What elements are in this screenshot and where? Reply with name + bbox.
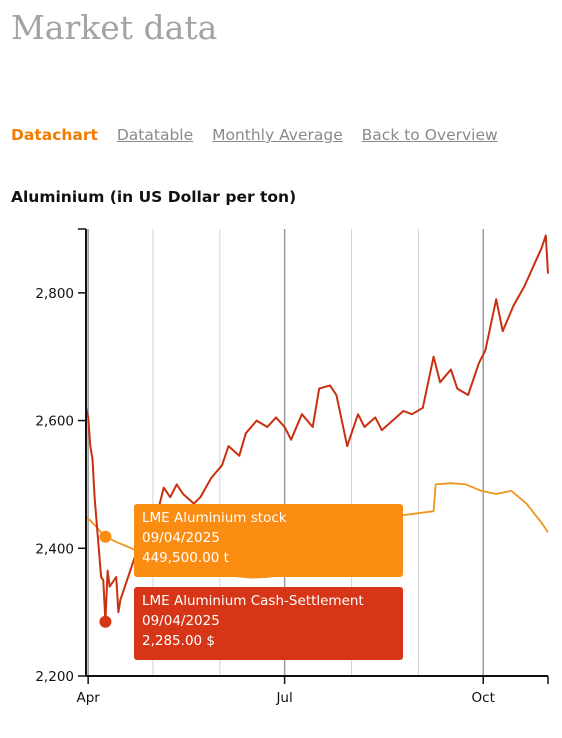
- tooltip-stock-date: 09/04/2025: [142, 530, 220, 546]
- tooltip-cash-value: 2,285.00 $: [142, 633, 215, 649]
- tooltip-stock-series: LME Aluminium stock: [142, 510, 287, 526]
- y-tick-label-2: 2,600: [35, 414, 74, 430]
- chart-title: Aluminium (in US Dollar per ton): [11, 188, 297, 206]
- page-title: Market data: [11, 8, 218, 47]
- x-tick-label-1: Jul: [275, 690, 292, 706]
- tooltip-cash-series: LME Aluminium Cash-Settlement: [142, 593, 364, 609]
- y-tick-label-3: 2,800: [35, 286, 74, 302]
- y-tick-label-0: 2,200: [35, 669, 74, 685]
- tooltip-cash-date: 09/04/2025: [142, 613, 220, 629]
- hover-marker-cash: [99, 615, 112, 628]
- axes: 2,200 2,400 2,600 2,800 Apr Jul Oct: [35, 228, 549, 706]
- tooltip-stock: LME Aluminium stock 09/04/2025 449,500.0…: [134, 504, 403, 577]
- chart-tabs: Datachart Datatable Monthly Average Back…: [11, 126, 512, 144]
- hover-marker-stock: [99, 530, 112, 543]
- tooltip-stock-value: 449,500.00 t: [142, 550, 229, 566]
- series-line-cash[interactable]: [85, 234, 549, 623]
- tab-monthly-average[interactable]: Monthly Average: [212, 126, 343, 144]
- x-tick-label-0: Apr: [76, 690, 100, 706]
- tab-back-to-overview[interactable]: Back to Overview: [361, 126, 498, 144]
- x-tick-label-2: Oct: [472, 690, 495, 706]
- tab-datachart[interactable]: Datachart: [11, 126, 98, 144]
- hover-markers: [99, 530, 112, 628]
- tooltip-cash: LME Aluminium Cash-Settlement 09/04/2025…: [134, 587, 403, 660]
- y-tick-label-1: 2,400: [35, 541, 74, 557]
- tab-datatable[interactable]: Datatable: [116, 126, 194, 144]
